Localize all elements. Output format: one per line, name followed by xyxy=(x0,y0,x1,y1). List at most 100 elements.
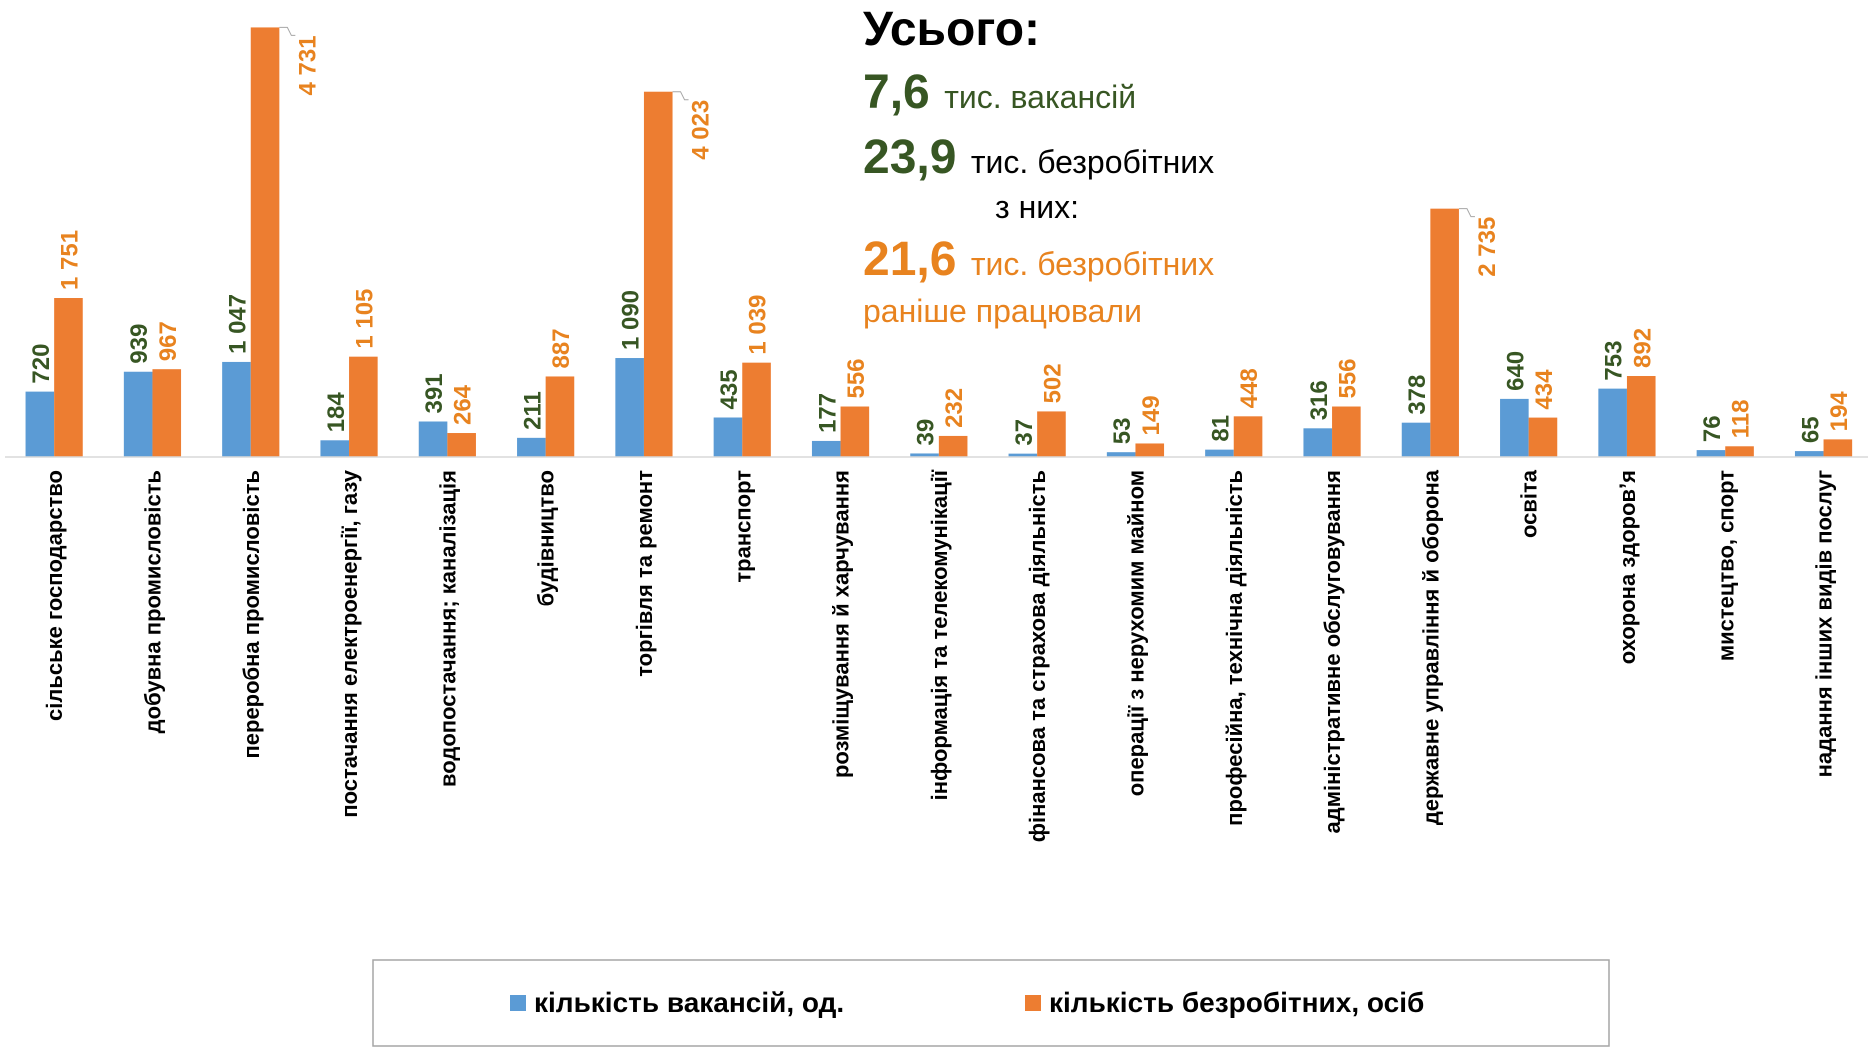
bar xyxy=(250,27,280,457)
x-tick-label: сільське господарство xyxy=(42,470,67,721)
bar xyxy=(1528,417,1558,457)
bar xyxy=(615,358,644,457)
value-label: 1 090 xyxy=(618,290,645,350)
bar xyxy=(545,376,575,457)
x-tick-label: транспорт xyxy=(730,470,755,583)
summary-text: раніше працювали xyxy=(863,293,1142,329)
bar xyxy=(447,433,476,457)
x-tick-label: надання інших видів послуг xyxy=(1812,470,1837,777)
summary-value: 7,6 xyxy=(863,66,930,119)
bar xyxy=(840,406,870,457)
bar xyxy=(1725,446,1754,457)
bar xyxy=(742,362,771,457)
value-label: 81 xyxy=(1207,415,1234,442)
bar xyxy=(1401,422,1431,457)
value-label: 37 xyxy=(1011,419,1038,446)
value-label: 448 xyxy=(1236,368,1263,408)
bar xyxy=(1332,406,1361,457)
x-tick-label: професійна, технічна діяльність xyxy=(1222,470,1247,826)
bar xyxy=(643,91,673,457)
summary-value: 21,6 xyxy=(863,233,956,286)
x-tick-label: державне управління й оборона xyxy=(1418,469,1443,825)
value-label: 316 xyxy=(1306,380,1333,420)
summary-value: 23,9 xyxy=(863,131,956,184)
bar xyxy=(1598,388,1627,457)
summary-line: 21,6 тис. безробітних xyxy=(863,233,1214,286)
leader-line xyxy=(672,91,689,101)
summary-text: тис. безробітних xyxy=(971,246,1214,282)
legend-swatch xyxy=(510,995,526,1011)
value-label: 2 735 xyxy=(1474,217,1501,277)
summary-text: з них: xyxy=(995,189,1079,225)
value-label: 887 xyxy=(548,328,575,368)
value-label: 177 xyxy=(814,393,841,433)
value-label: 939 xyxy=(126,324,153,364)
bar xyxy=(320,440,350,457)
x-tick-label: мистецтво, спорт xyxy=(1713,470,1738,661)
value-label: 753 xyxy=(1601,341,1628,381)
value-label: 556 xyxy=(843,358,870,398)
summary: Усього: 7,6 тис. вакансій 23,9 тис. безр… xyxy=(863,3,1214,329)
bar xyxy=(517,437,546,457)
value-label: 65 xyxy=(1797,416,1824,443)
summary-line: 23,9 тис. безробітних xyxy=(863,131,1214,184)
value-label: 4 023 xyxy=(688,100,715,160)
value-label: 184 xyxy=(323,392,350,433)
value-label: 1 039 xyxy=(745,295,772,355)
value-label: 232 xyxy=(941,388,968,428)
bar xyxy=(152,369,182,457)
summary-text: тис. вакансій xyxy=(944,79,1136,115)
bar xyxy=(713,417,743,457)
legend-box xyxy=(372,959,1610,1047)
bar xyxy=(938,435,968,457)
value-label: 76 xyxy=(1699,415,1726,442)
x-tick-label: фінансова та страхова діяльність xyxy=(1025,470,1050,842)
legend-label: кількість вакансій, од. xyxy=(534,987,844,1018)
bar xyxy=(1205,449,1234,457)
bar xyxy=(54,298,83,457)
value-label: 264 xyxy=(450,384,477,425)
value-label: 892 xyxy=(1629,328,1656,368)
summary-line: 7,6 тис. вакансій xyxy=(863,66,1136,119)
bar xyxy=(1233,416,1263,457)
bar xyxy=(1626,376,1656,457)
x-tick-label: розміщування й харчування xyxy=(829,470,854,778)
bar xyxy=(1037,411,1066,457)
value-label: 720 xyxy=(28,344,55,384)
x-tick-label: водопостачання; каналізація xyxy=(435,470,460,787)
value-label: 556 xyxy=(1334,358,1361,398)
value-label: 53 xyxy=(1109,417,1136,444)
x-tick-label: освіта xyxy=(1517,469,1542,538)
bar xyxy=(1008,453,1038,457)
value-label: 211 xyxy=(519,391,546,430)
x-tick-label: адміністративне обслуговування xyxy=(1320,470,1345,833)
x-tick-label: переробна промисловість xyxy=(239,470,264,759)
value-label: 194 xyxy=(1826,391,1853,432)
bar xyxy=(910,453,939,457)
value-label: 502 xyxy=(1039,363,1066,403)
value-label: 1 105 xyxy=(351,289,378,349)
bar xyxy=(123,371,153,457)
bar xyxy=(349,356,378,457)
bar xyxy=(1430,208,1459,457)
bar xyxy=(811,440,841,457)
value-label: 378 xyxy=(1404,375,1431,415)
leader-line xyxy=(1458,208,1475,218)
legend-swatch xyxy=(1025,995,1041,1011)
bar xyxy=(1823,439,1853,457)
bar xyxy=(1696,450,1726,457)
value-label: 640 xyxy=(1502,351,1529,391)
legend-label: кількість безробітних, осіб xyxy=(1049,987,1424,1018)
x-tick-label: будівництво xyxy=(534,470,559,606)
value-label: 391 xyxy=(421,373,448,413)
x-tick-label: охорона здоров’я xyxy=(1615,470,1640,664)
value-label: 1 047 xyxy=(224,294,251,354)
value-label: 434 xyxy=(1531,369,1558,410)
bar xyxy=(1106,452,1136,457)
leader-line xyxy=(279,26,296,36)
value-label: 967 xyxy=(155,321,182,361)
bar xyxy=(418,421,448,457)
bar xyxy=(222,361,251,457)
summary-text: тис. безробітних xyxy=(971,144,1214,180)
